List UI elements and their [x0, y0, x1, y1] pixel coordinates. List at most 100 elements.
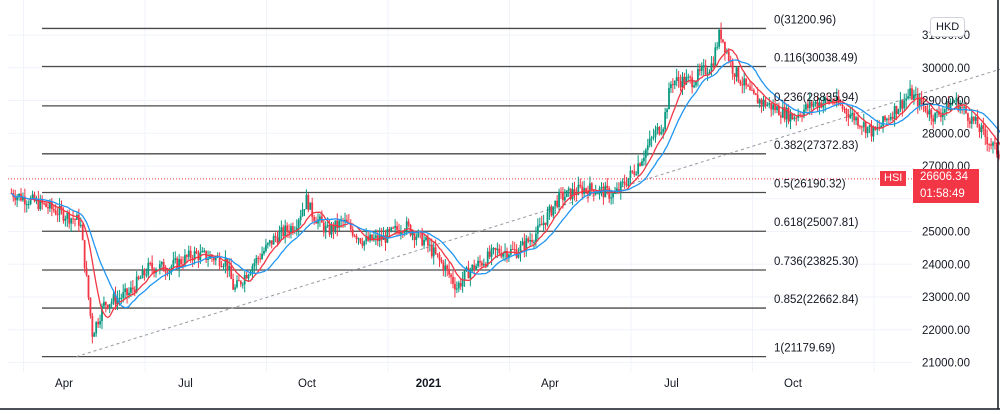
- candle-body: [816, 101, 819, 108]
- candle-body: [324, 226, 327, 233]
- candle-body: [72, 218, 74, 220]
- candle-body: [266, 243, 269, 245]
- candle-body: [940, 114, 942, 118]
- candle-body: [338, 220, 341, 228]
- candle-body: [247, 274, 250, 279]
- candle-body: [220, 266, 223, 268]
- candle-body: [978, 127, 981, 133]
- candle-body: [772, 104, 775, 110]
- candle-body: [249, 272, 252, 275]
- candle-body: [621, 181, 624, 183]
- candle-body: [328, 224, 331, 235]
- candle-body: [779, 115, 782, 118]
- candle-body: [108, 304, 111, 308]
- candle-body: [405, 221, 408, 231]
- candle-body: [743, 78, 746, 86]
- candle-body: [29, 197, 32, 204]
- fib-level-label: 0.236(28835.94): [774, 92, 859, 104]
- candle-body: [114, 294, 117, 305]
- candle-body: [135, 276, 138, 293]
- candle-body: [411, 233, 414, 236]
- candle-body: [97, 321, 100, 325]
- candle-body: [943, 109, 946, 113]
- candle-body: [484, 263, 487, 266]
- candle-body: [139, 278, 142, 280]
- candle-body: [315, 220, 317, 224]
- candle-body: [716, 46, 719, 48]
- candle-body: [934, 112, 937, 122]
- candle-body: [886, 118, 888, 121]
- candle-body: [18, 193, 20, 197]
- candle-body: [303, 209, 306, 211]
- candle-body: [918, 97, 921, 107]
- candle-body: [747, 85, 749, 87]
- candle-body: [369, 234, 371, 241]
- candle-body: [805, 104, 807, 110]
- price-axis-tick: 22000.00: [922, 325, 970, 337]
- candle-body: [174, 258, 177, 261]
- candle-body: [859, 125, 861, 127]
- candle-body: [93, 333, 96, 337]
- candle-body: [39, 198, 42, 210]
- price-axis[interactable]: 21000.00 22000.00 23000.00 24000.00 25000.00…: [922, 30, 970, 370]
- candle-body: [513, 249, 516, 251]
- candle-body: [313, 217, 316, 221]
- candle-body: [608, 188, 611, 199]
- candle-body: [239, 281, 242, 285]
- candle-body: [268, 240, 271, 244]
- candle-body: [185, 255, 188, 257]
- candle-body: [706, 73, 709, 75]
- candle-body: [710, 63, 713, 72]
- candle-body: [610, 197, 613, 199]
- candle-body: [988, 144, 991, 146]
- candle-body: [151, 262, 154, 269]
- candle-body: [126, 288, 128, 296]
- candle-body: [953, 101, 956, 103]
- candle-body: [336, 220, 339, 228]
- candle-body: [257, 257, 260, 259]
- currency-badge[interactable]: HKD: [930, 17, 966, 37]
- candle-body: [359, 238, 362, 243]
- candle-body: [843, 108, 846, 110]
- candle-body: [600, 186, 603, 189]
- candle-body: [492, 248, 495, 250]
- candle-body: [673, 81, 676, 86]
- candle-body: [920, 97, 923, 105]
- candle-body: [332, 224, 335, 232]
- candle-body: [230, 266, 233, 279]
- fib-level-label: 0.852(22662.84): [774, 294, 859, 306]
- candle-body: [344, 219, 346, 222]
- candle-body: [556, 200, 559, 207]
- candle-body: [234, 287, 236, 290]
- candle-body: [508, 254, 510, 258]
- candle-body: [68, 212, 71, 224]
- candle-body: [538, 224, 541, 226]
- candle-body: [330, 224, 333, 235]
- candle-body: [434, 247, 437, 254]
- candle-body: [305, 194, 308, 210]
- candle-body: [741, 84, 744, 86]
- candle-body: [461, 279, 464, 287]
- candle-body: [693, 85, 695, 88]
- candle-body: [627, 178, 630, 186]
- candle-body: [951, 102, 954, 104]
- candle-body: [897, 109, 900, 114]
- candle-body: [604, 185, 607, 198]
- candle-body: [25, 204, 28, 206]
- candle-body: [587, 190, 589, 196]
- candle-body: [436, 253, 439, 255]
- candle-body: [787, 107, 790, 122]
- candle-body: [704, 65, 707, 74]
- candle-body: [506, 250, 508, 258]
- candle-body: [218, 256, 221, 267]
- time-axis[interactable]: Apr Jul Oct 2021 Apr Jul Oct: [55, 378, 803, 390]
- candle-body: [695, 81, 697, 86]
- candle-body: [394, 226, 397, 228]
- candle-body: [914, 93, 917, 95]
- candle-body: [326, 224, 329, 227]
- fibonacci-retracement: [42, 27, 766, 358]
- fib-level-label: 0.116(30038.49): [774, 52, 858, 64]
- candle-body: [521, 241, 524, 246]
- candle-body: [14, 197, 17, 201]
